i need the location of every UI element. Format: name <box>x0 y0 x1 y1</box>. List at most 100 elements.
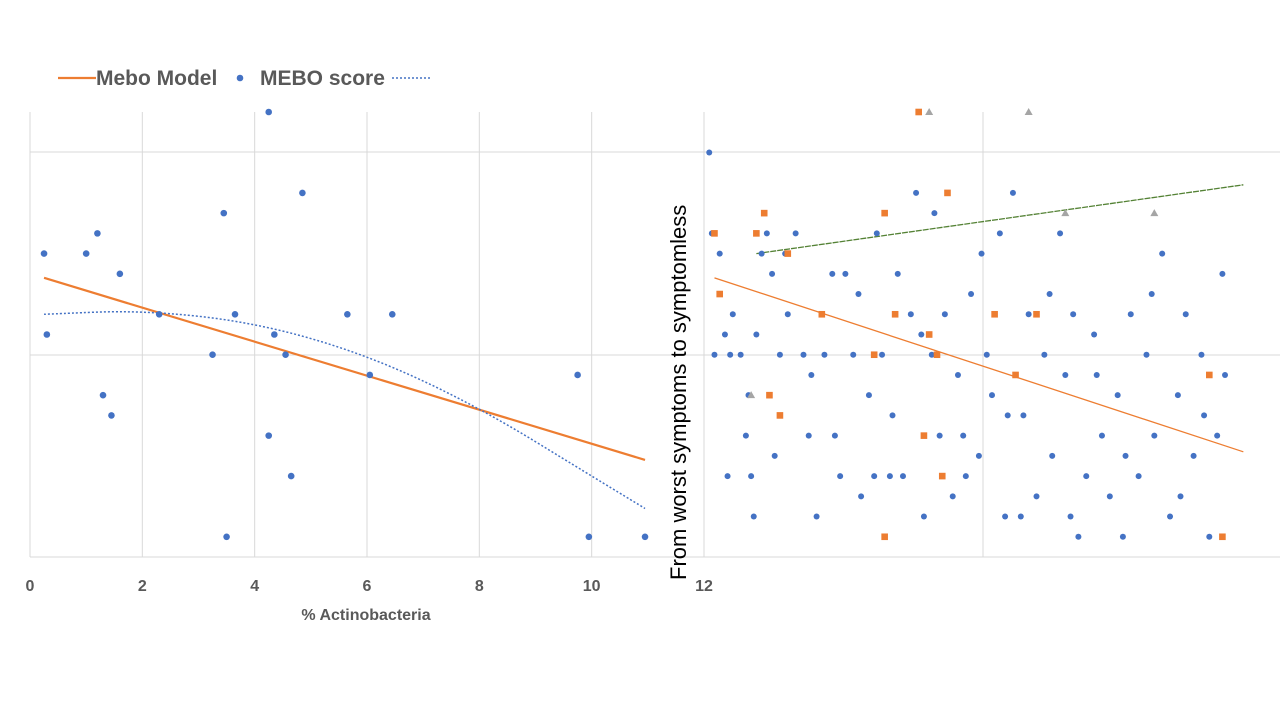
right-dot-point <box>771 452 778 459</box>
right-dot-point <box>1127 311 1134 318</box>
right-dot-point <box>1114 392 1121 399</box>
right-dot-point <box>784 311 791 318</box>
right-dot-point <box>1046 291 1053 298</box>
right-square-point <box>881 533 888 541</box>
right-square-point <box>716 290 724 298</box>
right-square-point <box>711 230 718 237</box>
right-square-point <box>991 310 998 318</box>
right-dot-point <box>1119 533 1126 540</box>
right-dot-point <box>894 270 901 277</box>
mebo-score-point <box>265 108 273 116</box>
right-dot-point <box>800 351 807 358</box>
right-square-point <box>933 351 941 359</box>
right-dot-point <box>1214 432 1221 439</box>
right-dot-point <box>721 331 728 338</box>
left-tick-labels: 0 2 4 6 8 10 12 <box>26 578 713 595</box>
mebo-score-point <box>574 371 581 379</box>
right-triangle-point <box>925 108 934 115</box>
mebo-score-point <box>209 351 216 359</box>
right-dot-point <box>873 230 880 237</box>
right-dot-point <box>1177 493 1184 500</box>
right-dot-point <box>706 149 713 156</box>
right-dot-point <box>1025 311 1032 318</box>
x-tick-label: 4 <box>250 578 259 595</box>
mebo-score-point <box>231 310 239 318</box>
left-chart: 0 2 4 6 8 10 12 % Actinobacteria <box>26 108 713 624</box>
right-dot-point <box>758 250 765 257</box>
right-dot-point <box>1017 513 1024 520</box>
right-dot-point <box>808 371 815 378</box>
mebo-score-point <box>287 472 295 480</box>
left-points <box>40 108 649 541</box>
mebo-score-point <box>94 230 101 237</box>
right-dot-point <box>949 493 956 500</box>
right-dot-point <box>996 230 1003 237</box>
right-dot-point <box>975 452 982 459</box>
right-dot-point <box>1198 351 1205 358</box>
right-dot-point <box>1093 371 1100 378</box>
right-dot-point <box>716 250 723 257</box>
right-dot-point <box>842 270 849 277</box>
right-dot-point <box>1135 473 1142 480</box>
mebo-score-point <box>265 432 273 439</box>
legend-label: MEBO score <box>260 67 385 90</box>
right-dot-point <box>1049 452 1056 459</box>
right-triangle-point <box>747 391 756 399</box>
right-dot-point <box>1106 493 1113 500</box>
right-square-point <box>776 412 784 419</box>
right-dot-point <box>960 432 967 439</box>
mebo-score-point <box>223 533 230 541</box>
right-square-point <box>753 230 760 237</box>
right-square-point <box>784 250 792 257</box>
right-square-point <box>1219 533 1226 541</box>
mebo-score-point <box>116 270 124 278</box>
right-square-point <box>925 331 933 338</box>
right-dot-point <box>1098 432 1105 439</box>
right-dot-point <box>829 270 836 277</box>
right-dot-point <box>729 311 736 318</box>
mebo-score-point <box>82 250 90 257</box>
mebo-score-point <box>344 310 351 318</box>
right-dot-point <box>1148 291 1155 298</box>
right-dot-point <box>928 351 935 358</box>
right-dot-point <box>855 291 862 298</box>
mebo-score-point <box>271 331 278 338</box>
right-dot-point <box>1083 473 1090 480</box>
right-dot-point <box>1206 533 1213 540</box>
right-dot-point <box>737 351 744 358</box>
mebo-score-point <box>108 412 115 419</box>
right-dot-point <box>1222 371 1229 378</box>
right-triangle-point <box>1024 108 1033 115</box>
right-square-point <box>766 391 773 399</box>
right-square-point <box>1033 310 1040 318</box>
side-axis-title: From worst symptoms to symptomless <box>666 205 691 580</box>
right-dot-point <box>913 189 920 196</box>
right-dot-point <box>805 432 812 439</box>
right-square-point <box>920 432 928 439</box>
right-dot-point <box>918 331 925 338</box>
right-square-point <box>891 310 899 318</box>
right-dot-point <box>1057 230 1064 237</box>
right-dot-point <box>989 392 995 399</box>
right-dot-point <box>1067 513 1074 520</box>
right-dot-point <box>1062 371 1069 378</box>
right-dot-point <box>1143 351 1150 358</box>
right-square-point <box>915 108 922 116</box>
right-points <box>706 108 1229 541</box>
right-dot-point <box>750 513 757 520</box>
right-square-point <box>938 472 946 480</box>
mebo-score-point <box>641 533 649 541</box>
mebo-score-point <box>99 391 107 399</box>
right-dot-point <box>858 493 865 500</box>
right-square-point <box>870 351 878 359</box>
right-gridlines <box>703 112 1280 558</box>
right-square-point <box>1206 371 1213 379</box>
right-dot-point <box>1020 412 1027 419</box>
right-dot-point <box>1151 432 1158 439</box>
x-tick-label: 6 <box>363 578 372 595</box>
x-tick-label: 10 <box>583 578 601 595</box>
right-dot-point <box>1041 351 1048 358</box>
x-axis-title: % Actinobacteria <box>301 607 430 624</box>
x-tick-label: 0 <box>26 578 35 595</box>
